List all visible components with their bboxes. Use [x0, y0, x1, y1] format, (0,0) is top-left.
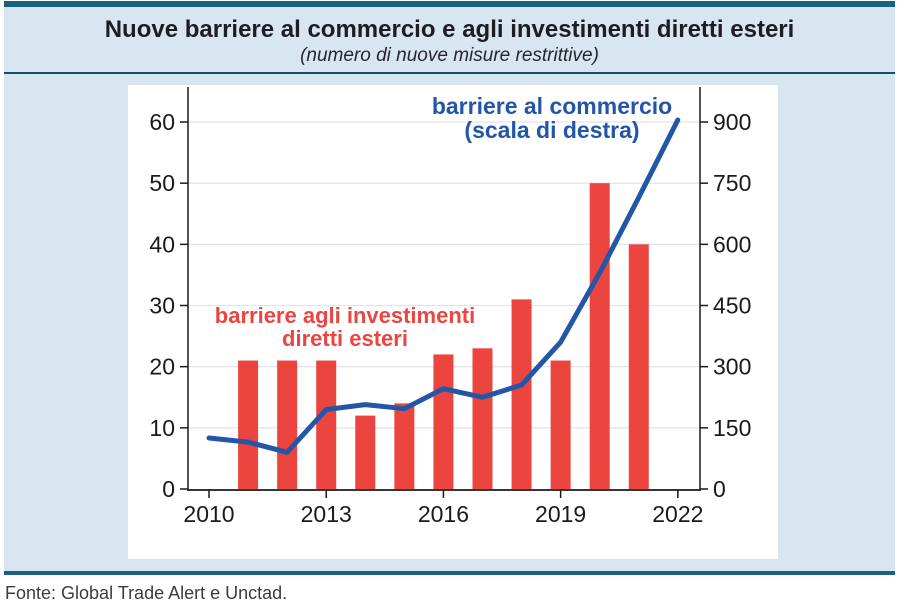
- x-tick-label: 2019: [535, 501, 586, 527]
- x-tick-label: 2010: [183, 501, 234, 527]
- left-tick-label: 30: [149, 293, 175, 319]
- chart-title: Nuove barriere al commercio e agli inves…: [104, 16, 795, 43]
- bar-2020: [589, 183, 610, 489]
- trade-barriers-line: [206, 117, 681, 455]
- left-tick-label: 40: [149, 231, 175, 257]
- left-tick-label: 50: [149, 170, 175, 196]
- left-tick-label: 10: [149, 415, 175, 441]
- source-note: Fonte: Global Trade Alert e Unctad.: [5, 583, 288, 603]
- left-tick-label: 60: [149, 109, 175, 135]
- left-tick-label: 0: [162, 476, 175, 502]
- bar-2014: [355, 415, 376, 489]
- left-tick-label: 20: [149, 354, 175, 380]
- bar-2012: [277, 360, 298, 489]
- line-series-label: barriere al commercio: [432, 93, 672, 119]
- bar-2013: [316, 360, 337, 489]
- right-tick-label: 300: [713, 354, 751, 380]
- chart-card: Nuove barriere al commercio e agli inves…: [4, 1, 895, 575]
- right-tick-label: 0: [713, 476, 726, 502]
- bar-2016: [433, 354, 454, 489]
- bar-2021: [628, 244, 649, 489]
- bar-series-label: barriere agli investimenti: [215, 303, 475, 328]
- right-tick-label: 900: [713, 109, 751, 135]
- right-tick-label: 150: [713, 415, 751, 441]
- chart-subtitle: (numero di nuove misure restrittive): [300, 45, 599, 66]
- right-tick-label: 450: [713, 293, 751, 319]
- x-tick-label: 2022: [652, 501, 703, 527]
- right-tick-label: 750: [713, 170, 751, 196]
- plot-panel: 0 10 20 30 40 50 60 0 150 300 450 600 750 900 2010 2013…: [128, 85, 778, 559]
- bar-2011: [238, 360, 259, 489]
- chart-header: Nuove barriere al commercio e agli inves…: [4, 7, 895, 74]
- bar-2017: [472, 348, 493, 489]
- x-tick-label: 2016: [418, 501, 469, 527]
- bar-series-label: diretti esteri: [282, 326, 408, 351]
- bar-2019: [550, 360, 571, 489]
- right-tick-label: 600: [713, 231, 751, 257]
- x-tick-label: 2013: [301, 501, 352, 527]
- bar-2015: [394, 403, 415, 489]
- line-series-label: (scala di destra): [464, 117, 639, 143]
- bar-2018: [511, 299, 532, 489]
